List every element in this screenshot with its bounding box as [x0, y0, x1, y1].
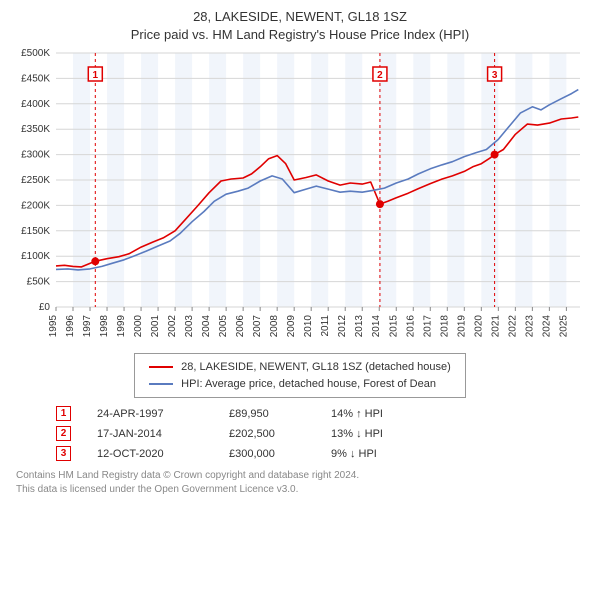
svg-text:2008: 2008	[269, 315, 280, 338]
svg-text:1998: 1998	[99, 315, 110, 338]
sale-diff: 9% ↓ HPI	[331, 448, 421, 460]
sales-row: 3 12-OCT-2020 £300,000 9% ↓ HPI	[56, 446, 588, 461]
sale-price: £89,950	[229, 408, 305, 420]
svg-text:1995: 1995	[48, 315, 59, 338]
svg-text:2007: 2007	[252, 315, 263, 338]
svg-text:2025: 2025	[558, 315, 569, 338]
svg-text:2023: 2023	[524, 315, 535, 338]
svg-text:2017: 2017	[422, 315, 433, 338]
credits-line-2: This data is licensed under the Open Gov…	[16, 483, 584, 497]
sales-row: 1 24-APR-1997 £89,950 14% ↑ HPI	[56, 406, 588, 421]
svg-text:2022: 2022	[507, 315, 518, 338]
marker-box-2: 2	[56, 426, 71, 441]
svg-text:2002: 2002	[167, 315, 178, 338]
svg-text:2: 2	[377, 70, 383, 81]
svg-text:1996: 1996	[65, 315, 76, 338]
credits: Contains HM Land Registry data © Crown c…	[12, 469, 588, 497]
sale-price: £202,500	[229, 428, 305, 440]
chart-title: 28, LAKESIDE, NEWENT, GL18 1SZ Price pai…	[12, 8, 588, 43]
svg-text:2021: 2021	[490, 315, 501, 338]
svg-text:1: 1	[93, 70, 99, 81]
legend-swatch-1	[149, 366, 173, 368]
svg-text:2000: 2000	[133, 315, 144, 338]
svg-text:2001: 2001	[150, 315, 161, 338]
svg-text:£150K: £150K	[21, 226, 50, 237]
chart-area: £0 £50K £100K £150K £200K £250K £300K £350K £400…	[12, 47, 588, 347]
sale-price: £300,000	[229, 448, 305, 460]
title-line-2: Price paid vs. HM Land Registry's House …	[131, 27, 469, 42]
sales-table: 1 24-APR-1997 £89,950 14% ↑ HPI 2 17-JAN…	[56, 406, 588, 461]
marker-box-1: 1	[56, 406, 71, 421]
svg-text:2020: 2020	[473, 315, 484, 338]
sale-date: 12-OCT-2020	[97, 448, 203, 460]
sale-date: 17-JAN-2014	[97, 428, 203, 440]
svg-text:2016: 2016	[405, 315, 416, 338]
sale-diff: 13% ↓ HPI	[331, 428, 421, 440]
svg-text:1997: 1997	[82, 315, 93, 338]
svg-text:2014: 2014	[371, 315, 382, 338]
legend-label-2: HPI: Average price, detached house, Fore…	[181, 376, 436, 393]
legend-item-1: 28, LAKESIDE, NEWENT, GL18 1SZ (detached…	[149, 359, 451, 376]
legend-item-2: HPI: Average price, detached house, Fore…	[149, 376, 451, 393]
line-chart-svg: £0 £50K £100K £150K £200K £250K £300K £350K £400…	[12, 47, 588, 347]
title-line-1: 28, LAKESIDE, NEWENT, GL18 1SZ	[193, 9, 407, 24]
legend-label-1: 28, LAKESIDE, NEWENT, GL18 1SZ (detached…	[181, 359, 451, 376]
svg-text:3: 3	[492, 70, 498, 81]
svg-text:£250K: £250K	[21, 175, 50, 186]
sale-diff: 14% ↑ HPI	[331, 408, 421, 420]
svg-text:2018: 2018	[439, 315, 450, 338]
svg-text:2006: 2006	[235, 315, 246, 338]
svg-text:£300K: £300K	[21, 150, 50, 161]
marker-box-3: 3	[56, 446, 71, 461]
sales-row: 2 17-JAN-2014 £202,500 13% ↓ HPI	[56, 426, 588, 441]
svg-text:2005: 2005	[218, 315, 229, 338]
svg-text:£500K: £500K	[21, 48, 50, 59]
credits-line-1: Contains HM Land Registry data © Crown c…	[16, 469, 584, 483]
svg-text:2004: 2004	[201, 315, 212, 338]
svg-text:1999: 1999	[116, 315, 127, 338]
svg-text:2003: 2003	[184, 315, 195, 338]
sale-date: 24-APR-1997	[97, 408, 203, 420]
svg-text:£200K: £200K	[21, 200, 50, 211]
svg-text:2024: 2024	[541, 315, 552, 338]
svg-text:£400K: £400K	[21, 99, 50, 110]
svg-text:2010: 2010	[303, 315, 314, 338]
legend-swatch-2	[149, 383, 173, 385]
svg-text:£0: £0	[39, 302, 51, 313]
svg-text:£350K: £350K	[21, 124, 50, 135]
svg-text:£100K: £100K	[21, 251, 50, 262]
svg-text:2009: 2009	[286, 315, 297, 338]
svg-text:2011: 2011	[320, 315, 331, 337]
legend: 28, LAKESIDE, NEWENT, GL18 1SZ (detached…	[134, 353, 466, 398]
svg-text:£50K: £50K	[27, 277, 51, 288]
svg-text:2015: 2015	[388, 315, 399, 338]
svg-text:2012: 2012	[337, 315, 348, 338]
svg-text:£450K: £450K	[21, 73, 50, 84]
svg-text:2019: 2019	[456, 315, 467, 338]
svg-text:2013: 2013	[354, 315, 365, 338]
